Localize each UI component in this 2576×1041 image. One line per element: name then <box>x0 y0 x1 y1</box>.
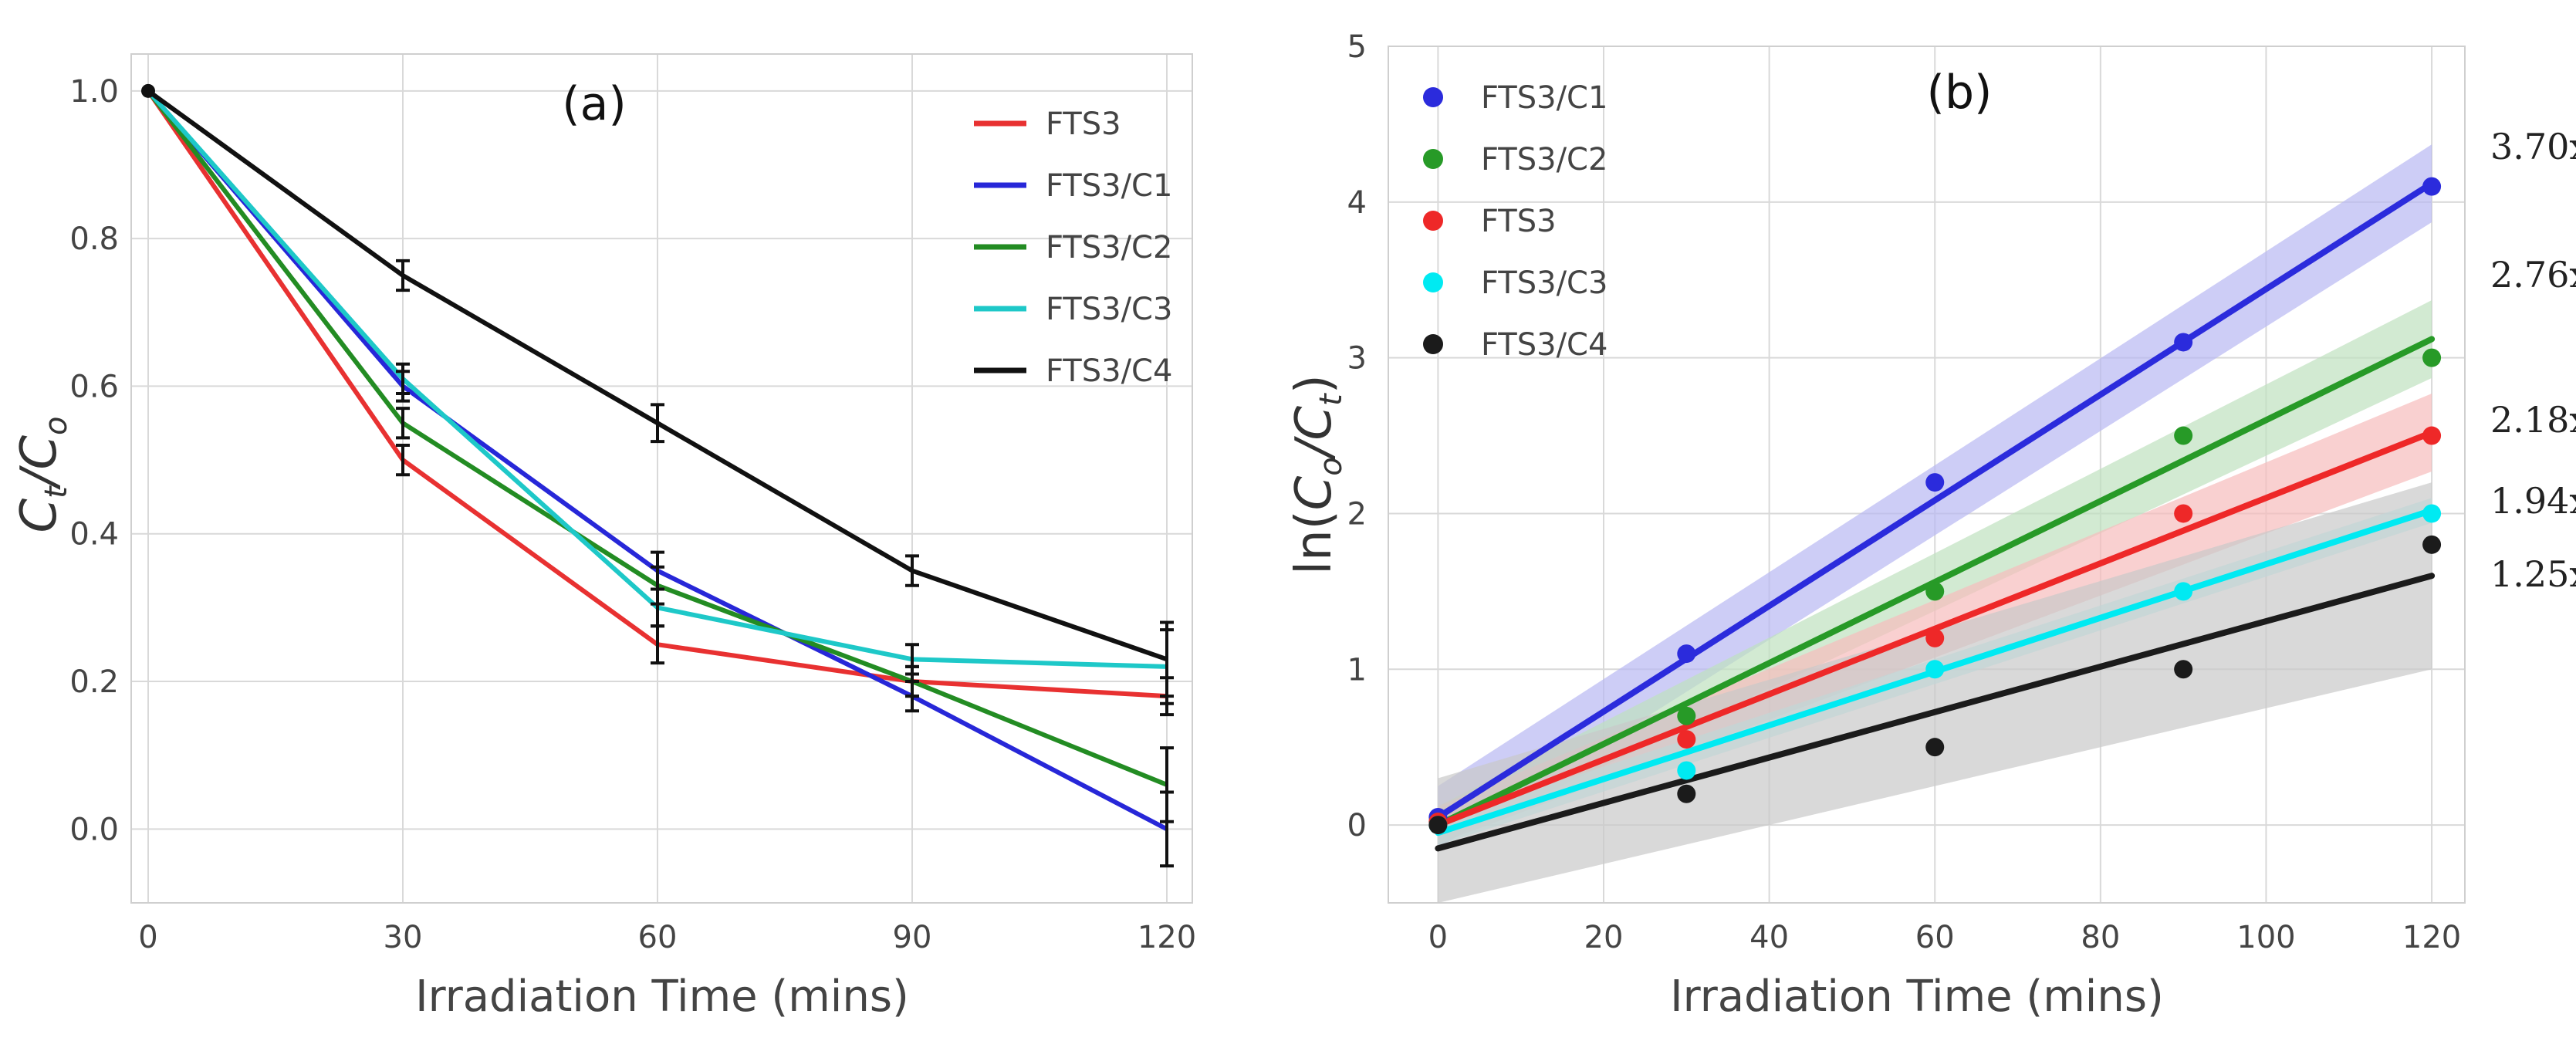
legend-label-fts3: FTS3 <box>1046 106 1121 142</box>
legend-label-fts3-c1: FTS3/C1 <box>1481 80 1607 116</box>
panel-a-title: (a) <box>562 77 627 131</box>
data-point-fts3-c3 <box>1925 660 1945 679</box>
legend-label-fts3-c2: FTS3/C2 <box>1046 230 1172 265</box>
fit-line-fts3-c4 <box>1435 573 2436 852</box>
rate-constant-fts3-c4: 1.25x10-2 <box>2490 550 2576 595</box>
data-point-fts3-c1 <box>1925 473 1945 492</box>
chart-b: 0 20 40 60 80 100 120 0 1 2 3 4 5 (b) Irradiation Ti… <box>1288 29 2576 1022</box>
legend-marker-fts3 <box>1423 211 1443 231</box>
x-tick-label: 120 <box>1138 920 1196 955</box>
legend-label-fts3-c2: FTS3/C2 <box>1481 142 1607 177</box>
data-point-fts3-c4 <box>1428 816 1448 835</box>
legend-marker-fts3-c3 <box>1423 272 1443 292</box>
data-point-fts3-c4 <box>2422 535 2442 554</box>
data-point-fts3-c2 <box>2422 348 2442 367</box>
start-marker <box>141 83 155 98</box>
legend-marker-fts3-c2 <box>1423 149 1443 169</box>
data-point-fts3-c4 <box>1925 738 1945 757</box>
data-point-fts3-c3 <box>2174 582 2193 601</box>
x-tick-label: 100 <box>2236 920 2295 955</box>
x-axis-label-b: Irradiation Time (mins) <box>1670 972 2164 1022</box>
x-tick-label: 120 <box>2402 920 2461 955</box>
x-tick-label: 60 <box>638 920 678 955</box>
y-tick-label: 1 <box>1347 652 1367 688</box>
confidence-band-fts3-c1 <box>1438 144 2432 849</box>
data-point-fts3-c4 <box>2174 660 2193 679</box>
x-axis-label-a: Irradiation Time (mins) <box>415 972 909 1022</box>
data-point-fts3-c2 <box>1677 706 1696 725</box>
fit-line-fts3-c1 <box>1435 180 2436 820</box>
data-point-fts3-c1 <box>2174 333 2193 352</box>
data-point-fts3-c3 <box>2422 504 2442 523</box>
data-point-fts3 <box>2422 426 2442 445</box>
rate-constant-fts3: 2.18x10-2 <box>2490 396 2576 441</box>
data-point-fts3-c2 <box>1925 582 1945 601</box>
x-tick-label: 30 <box>384 920 423 955</box>
y-tick-label: 5 <box>1347 29 1367 65</box>
legend-label-fts3-c1: FTS3/C1 <box>1046 168 1172 204</box>
data-point-fts3-c3 <box>1677 761 1696 780</box>
legend-a: FTS3 FTS3/C1 FTS3/C2 FTS3/C3 FTS3/C4 <box>974 106 1172 389</box>
y-tick-label: 4 <box>1347 185 1367 221</box>
rate-constant-fts3-c1: 3.70x10-2 <box>2490 123 2576 167</box>
x-tick-label: 0 <box>138 920 157 955</box>
y-axis-label-a: Ct/Co <box>11 416 74 532</box>
y-tick-label: 0.4 <box>69 517 119 553</box>
rate-constant-fts3-c2: 2.76x10-2 <box>2490 251 2576 296</box>
legend-b: FTS3/C1 FTS3/C2 FTS3 FTS3/C3 FTS3/C4 <box>1423 80 1607 363</box>
y-tick-label: 0.2 <box>69 664 119 700</box>
plot-area-a <box>131 54 1192 903</box>
panel-b-title: (b) <box>1927 66 1993 120</box>
fit-line-fts3 <box>1435 429 2436 829</box>
data-point-fts3-c1 <box>2422 177 2442 196</box>
data-point-fts3-c4 <box>1677 784 1696 803</box>
legend-marker-fts3-c4 <box>1423 334 1443 354</box>
x-tick-label: 90 <box>893 920 932 955</box>
fit-line-fts3-c2 <box>1435 336 2436 829</box>
y-tick-label: 0.6 <box>69 369 119 404</box>
plot-frame-b <box>1388 46 2466 904</box>
data-point-fts3 <box>1677 730 1696 749</box>
legend-label-fts3-c3: FTS3/C3 <box>1481 265 1607 301</box>
rate-constant-fts3-c3: 1.94x10-2 <box>2490 477 2576 522</box>
legend-label-fts3: FTS3 <box>1481 204 1557 239</box>
legend-label-fts3-c3: FTS3/C3 <box>1046 292 1172 327</box>
y-tick-label: 0.8 <box>69 221 119 257</box>
y-tick-label: 0.0 <box>69 812 119 847</box>
x-tick-label: 0 <box>1428 920 1448 955</box>
y-tick-label: 1.0 <box>69 74 119 110</box>
data-point-fts3-c1 <box>1677 644 1696 664</box>
y-axis-label-b: ln(Co/Ct) <box>1288 374 1349 574</box>
x-tick-label: 20 <box>1584 920 1624 955</box>
x-tick-label: 40 <box>1749 920 1789 955</box>
legend-label-fts3-c4: FTS3/C4 <box>1481 327 1607 363</box>
legend-marker-fts3-c1 <box>1423 87 1443 107</box>
legend-label-fts3-c4: FTS3/C4 <box>1046 353 1172 389</box>
data-point-fts3 <box>1925 628 1945 647</box>
y-tick-label: 0 <box>1347 808 1367 843</box>
data-point-fts3 <box>2174 504 2193 523</box>
chart-a: 0 30 60 90 120 0.0 0.2 0.4 0.6 0.8 1.0 (a) Irradia… <box>11 53 1196 1022</box>
data-point-fts3-c2 <box>2174 426 2193 445</box>
y-tick-label: 3 <box>1347 341 1367 377</box>
x-tick-label: 60 <box>1915 920 1955 955</box>
y-tick-label: 2 <box>1347 496 1367 532</box>
x-tick-label: 80 <box>2081 920 2120 955</box>
plot-frame-a <box>130 53 1193 904</box>
